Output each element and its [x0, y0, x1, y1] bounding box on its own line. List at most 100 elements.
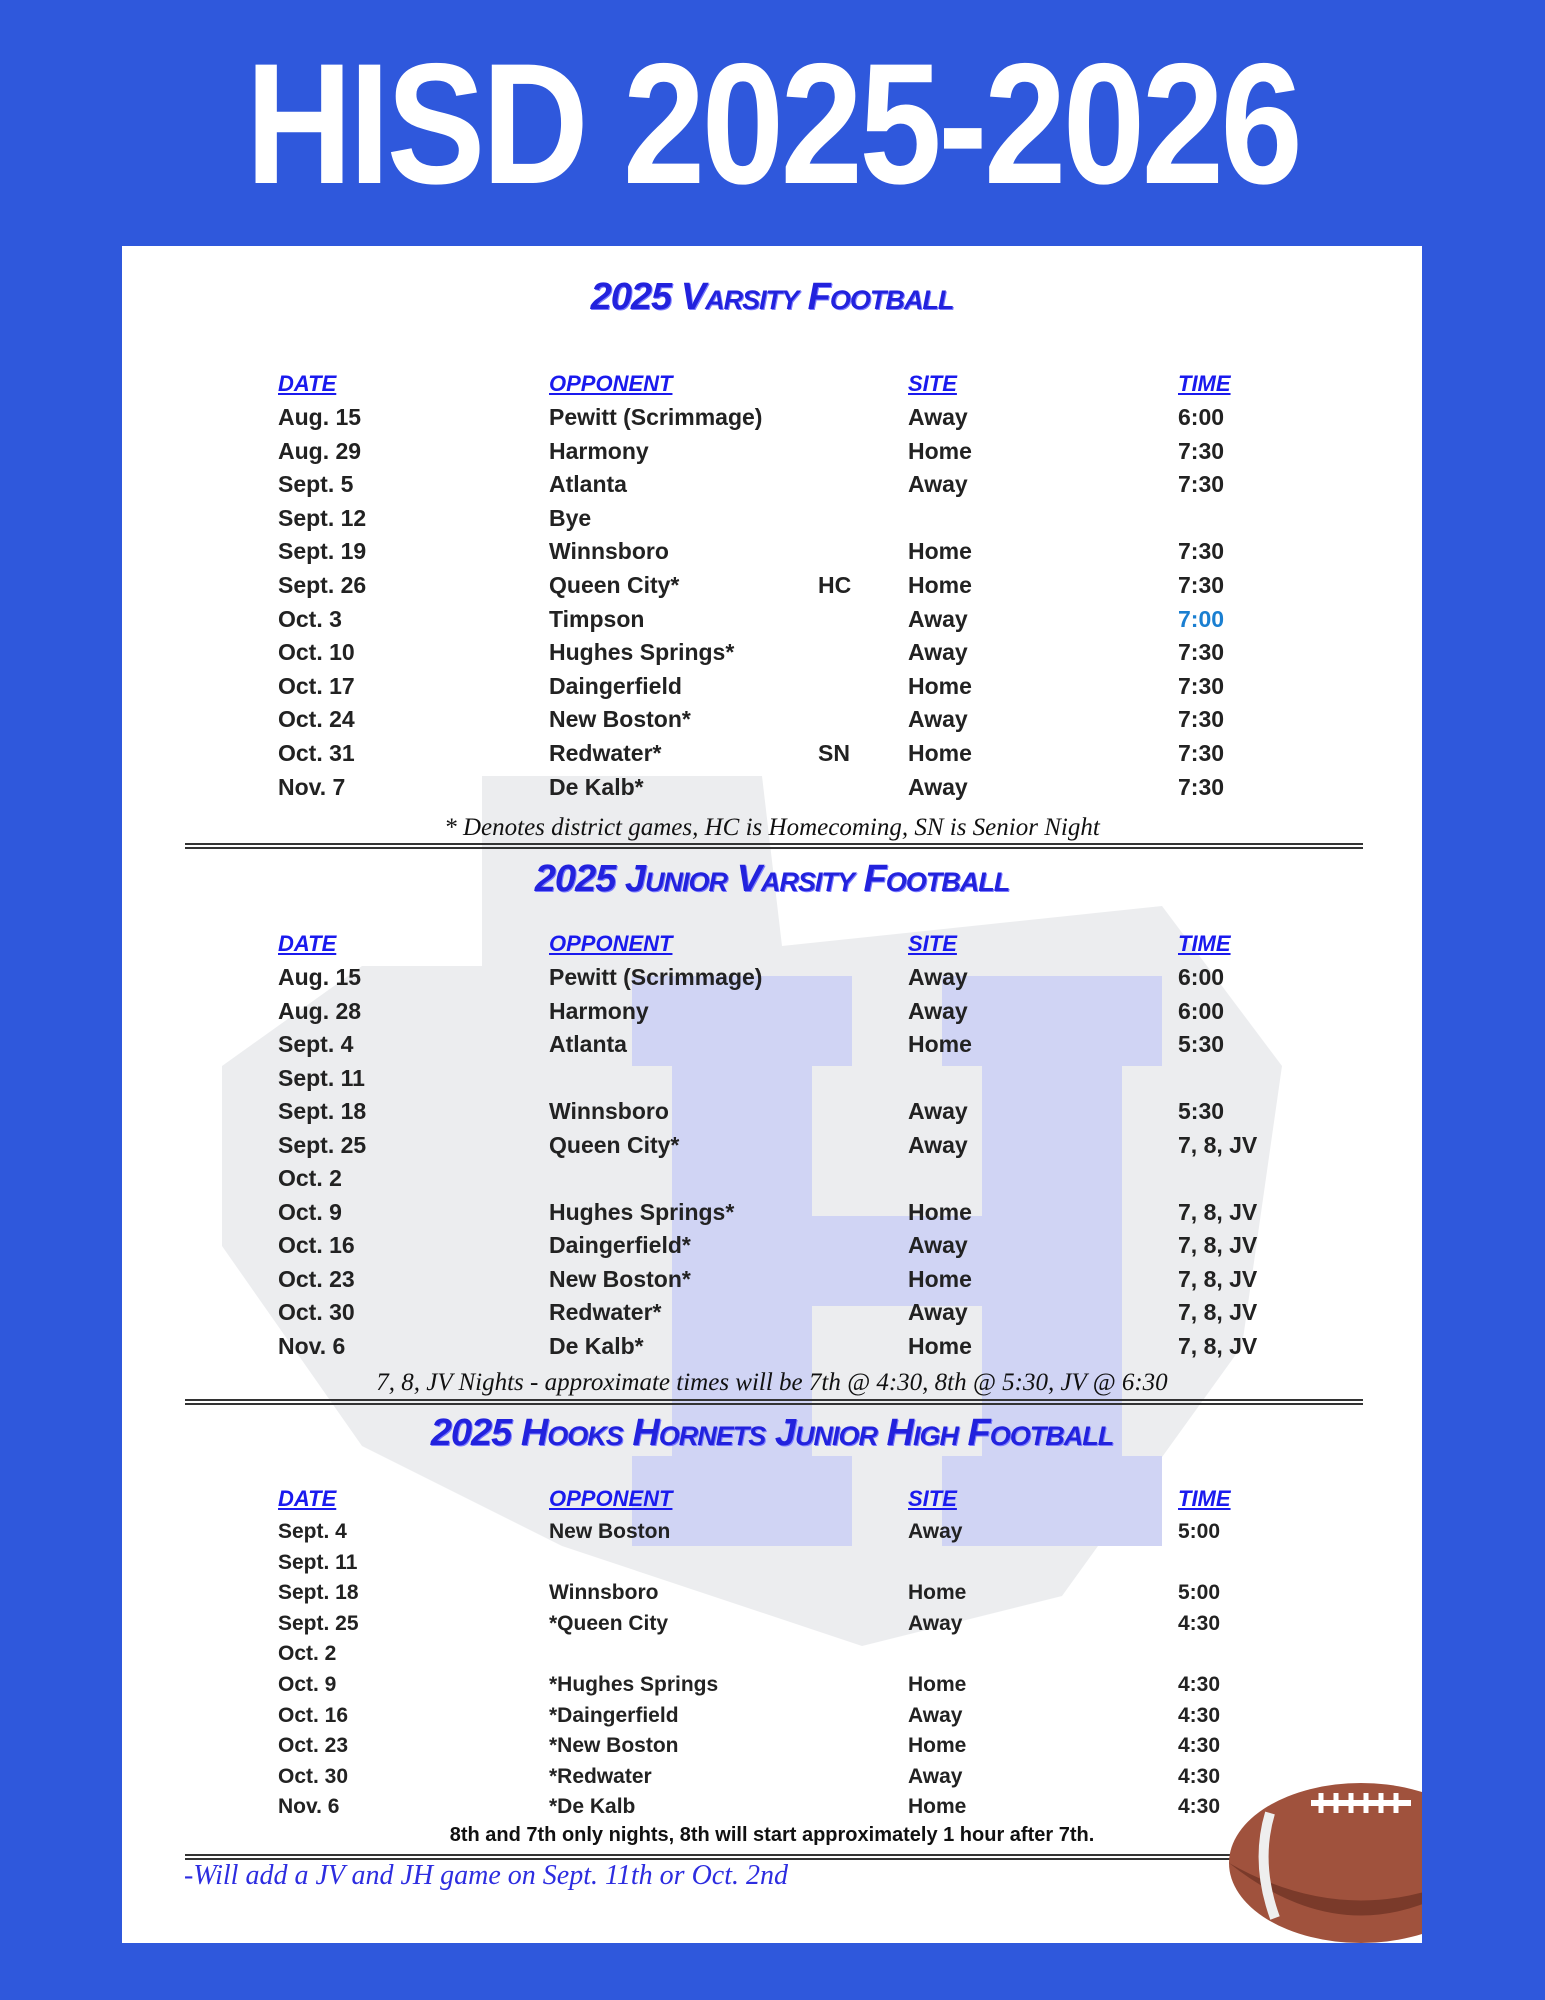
row-site: Away	[908, 706, 968, 733]
divider-line	[185, 1854, 1363, 1860]
row-opponent: Atlanta	[549, 471, 627, 498]
row-opponent: Redwater*	[549, 1299, 662, 1325]
section-title: 2025 Varsity Football	[590, 276, 955, 318]
row-time: 7:30	[1178, 471, 1225, 498]
row-date: Oct. 9	[278, 1673, 337, 1696]
row-time: 7:30	[1178, 437, 1225, 464]
row-date: Nov. 6	[278, 1795, 340, 1819]
row-time: 5:00	[1178, 1520, 1221, 1543]
row-site: Home	[908, 1795, 967, 1819]
row-time: 4:30	[1178, 1764, 1221, 1788]
row-date: Oct. 16	[278, 1703, 349, 1727]
row-site: Home	[908, 1581, 967, 1605]
row-site: Home	[908, 1332, 972, 1359]
row-time: 6:00	[1178, 997, 1225, 1024]
row-opponent: Queen City*	[549, 572, 680, 598]
row-time: 7:30	[1178, 740, 1225, 766]
row-date: Sept. 19	[278, 538, 367, 565]
row-site: Home	[908, 1734, 967, 1758]
row-site: Home	[908, 672, 972, 699]
row-site: Away	[908, 1232, 968, 1258]
row-site: Home	[908, 1031, 972, 1057]
row-opponent: New Boston*	[549, 1265, 691, 1292]
row-opponent: Atlanta	[549, 1031, 627, 1057]
row-site: Away	[908, 773, 968, 800]
row-opponent: Hughes Springs*	[549, 1198, 735, 1225]
row-site: Home	[908, 538, 972, 565]
row-date: Sept. 18	[278, 1581, 359, 1605]
row-date: Sept. 25	[278, 1131, 367, 1158]
row-time: 4:30	[1178, 1611, 1221, 1635]
row-opponent: *De Kalb	[549, 1795, 636, 1819]
row-time: 7, 8, JV	[1178, 1332, 1258, 1359]
row-time: 6:00	[1178, 404, 1225, 430]
row-date: Aug. 28	[278, 997, 362, 1024]
row-opponent: *Queen City	[549, 1611, 669, 1635]
row-time: 5:00	[1178, 1581, 1221, 1605]
row-site: Away	[908, 997, 968, 1024]
row-time: 7:30	[1178, 538, 1225, 565]
row-site: Away	[908, 471, 968, 498]
column-header-time: TIME	[1178, 371, 1231, 396]
row-date: Sept. 25	[278, 1611, 359, 1635]
row-date: Oct. 30	[278, 1299, 355, 1325]
row-opponent: De Kalb*	[549, 773, 644, 800]
section-title: 2025 Junior Varsity Football	[534, 858, 1010, 900]
row-time: 7:30	[1178, 706, 1225, 733]
row-time: 7, 8, JV	[1178, 1299, 1258, 1325]
row-time: 5:30	[1178, 1031, 1225, 1057]
row-time: 7:30	[1178, 773, 1225, 800]
row-site: Away	[908, 1764, 963, 1788]
column-header-date: DATE	[278, 931, 337, 956]
row-time: 7:30	[1178, 639, 1225, 666]
row-time: 4:30	[1178, 1734, 1221, 1758]
row-date: Sept. 4	[278, 1520, 347, 1543]
row-date: Oct. 17	[278, 672, 355, 699]
row-date: Oct. 16	[278, 1232, 355, 1258]
row-site: Away	[908, 1131, 968, 1158]
row-time: 7:30	[1178, 572, 1225, 598]
row-site: Away	[908, 639, 968, 666]
row-date: Oct. 9	[278, 1198, 342, 1225]
row-opponent: New Boston	[549, 1520, 671, 1543]
column-header-date: DATE	[278, 1486, 337, 1511]
row-opponent: *New Boston	[549, 1734, 679, 1758]
row-time: 7:00	[1178, 605, 1225, 632]
row-opponent: Daingerfield	[549, 672, 682, 699]
row-opponent: *Redwater	[549, 1764, 652, 1788]
column-header-site: SITE	[908, 371, 957, 396]
row-date: Sept. 11	[278, 1550, 358, 1574]
row-date: Oct. 3	[278, 605, 342, 632]
row-opponent: De Kalb*	[549, 1332, 644, 1359]
row-date: Sept. 4	[278, 1031, 354, 1057]
football-icon	[1229, 1783, 1422, 1943]
column-header-time: TIME	[1178, 931, 1231, 956]
row-date: Oct. 24	[278, 706, 355, 733]
row-date: Oct. 23	[278, 1265, 355, 1292]
row-opponent: Timpson	[549, 605, 645, 632]
row-date: Oct. 2	[278, 1165, 342, 1191]
row-site: Away	[908, 1703, 963, 1727]
row-site: Home	[908, 437, 972, 464]
row-site: Away	[908, 964, 968, 990]
row-date: Sept. 11	[278, 1064, 365, 1091]
row-time: 4:30	[1178, 1795, 1221, 1819]
column-header-date: DATE	[278, 371, 337, 396]
row-opponent: Winnsboro	[549, 538, 669, 565]
row-opponent: Daingerfield*	[549, 1232, 691, 1258]
row-site: Away	[908, 1098, 968, 1124]
column-header-opponent: OPPONENT	[549, 931, 673, 956]
row-time: 7, 8, JV	[1178, 1198, 1258, 1225]
row-time: 5:30	[1178, 1098, 1225, 1124]
section-footnote: 7, 8, JV Nights - approximate times will…	[376, 1369, 1168, 1396]
row-site: Home	[908, 1673, 967, 1696]
row-time: 4:30	[1178, 1703, 1221, 1727]
row-opponent: Winnsboro	[549, 1098, 669, 1124]
row-date: Oct. 10	[278, 639, 355, 666]
row-time: 7, 8, JV	[1178, 1265, 1258, 1292]
row-opponent: Harmony	[549, 437, 649, 464]
row-date: Aug. 15	[278, 964, 362, 990]
row-site: Home	[908, 572, 972, 598]
row-date: Sept. 12	[278, 504, 367, 531]
row-opponent: Winnsboro	[549, 1581, 659, 1605]
